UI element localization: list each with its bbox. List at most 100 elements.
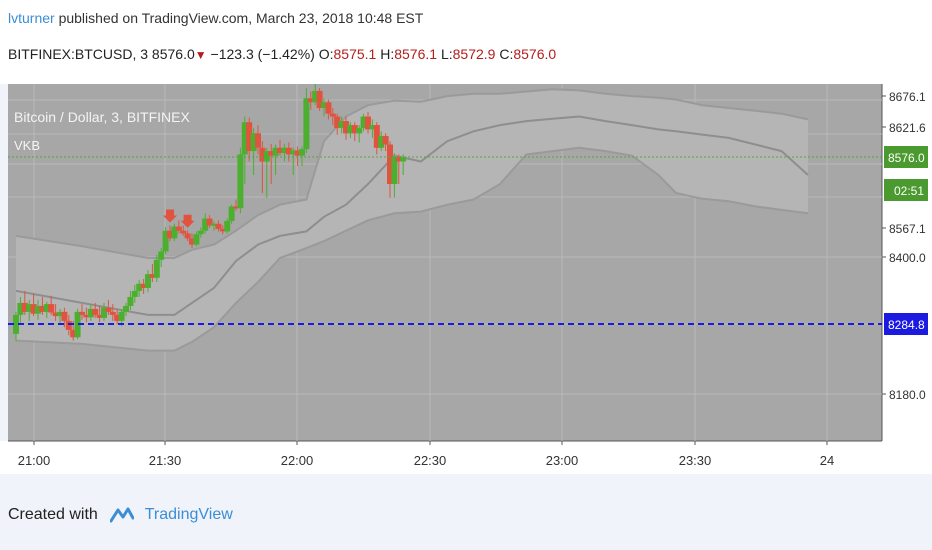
candle-body: [237, 154, 244, 209]
candle-body: [30, 304, 37, 314]
sell-arrow-icon: [180, 214, 195, 228]
time-axis: 21:00 21:30 22:00 22:30 23:00 23:30 24: [18, 441, 834, 468]
author-link[interactable]: lvturner: [8, 10, 55, 26]
candle-body: [294, 150, 301, 156]
candle-body: [118, 311, 125, 321]
candle-body: [303, 98, 310, 150]
price-axis: 8676.1 8621.6 8567.1 8400.0 8180.0 8576.0 02:5…: [882, 90, 928, 402]
price-tick-label: 8676.1: [889, 90, 926, 104]
candle-body: [167, 230, 173, 239]
candle-body: [39, 305, 46, 312]
candle-body: [351, 125, 358, 134]
candle-body: [114, 314, 121, 321]
candle-body: [312, 90, 319, 103]
candle-body: [347, 125, 354, 134]
candle-body: [255, 133, 261, 148]
vkb-bands: [15, 88, 809, 352]
hline-price-label: 8284.8: [888, 318, 925, 332]
candle-body: [153, 259, 160, 278]
tradingview-link[interactable]: TradingView: [144, 506, 233, 524]
candle-body: [193, 234, 200, 245]
time-tick-label: 23:30: [679, 453, 712, 468]
candle-body: [281, 147, 288, 154]
candle-body: [180, 230, 187, 234]
candle-body: [263, 151, 270, 162]
price-tick-label: 8621.6: [889, 121, 926, 135]
candle-body: [365, 116, 371, 130]
candles: [13, 84, 407, 341]
last-price-label-box: [884, 146, 928, 168]
candle-body: [127, 296, 134, 306]
open-label: O:: [318, 46, 334, 62]
candle-body: [123, 305, 129, 312]
candle-body: [13, 314, 19, 334]
candle-body: [61, 311, 68, 321]
candle-body: [378, 135, 385, 148]
candle-body: [250, 133, 257, 152]
candle-body: [395, 157, 402, 162]
candle-body: [369, 125, 376, 130]
time-tick-label: 21:30: [149, 453, 182, 468]
low-label: L:: [440, 46, 453, 62]
candle-body: [21, 302, 28, 312]
time-axis-panel: [0, 441, 932, 474]
candle-body: [105, 307, 112, 312]
candle-body: [241, 122, 248, 155]
published-text: published on TradingView.com, March 23, …: [58, 10, 424, 26]
created-with-text: Created with: [8, 506, 98, 524]
candle-body: [290, 150, 297, 155]
price-tick-label: 8567.1: [889, 222, 926, 236]
candle-body: [65, 320, 72, 330]
candle-body: [325, 102, 332, 114]
band-fill: [16, 89, 808, 351]
candle-body: [87, 308, 94, 318]
candle-body: [272, 147, 279, 156]
candle-body: [136, 283, 143, 291]
horizontal-lines: [8, 156, 882, 325]
candle-body: [285, 147, 292, 155]
price-tick-label: 8180.0: [889, 388, 926, 402]
candle-body: [162, 230, 169, 252]
candle-body: [131, 290, 138, 297]
candle-body: [343, 121, 349, 134]
candle-body: [202, 218, 209, 231]
candle-body: [206, 218, 213, 226]
candle-body: [316, 90, 323, 109]
open-value: 8575.1: [333, 46, 377, 62]
indicator-label: VKB: [14, 138, 40, 153]
candle-body: [35, 305, 41, 314]
symbol-label: BITFINEX:BTCUSD, 3: [8, 46, 149, 62]
candle-body: [215, 223, 222, 229]
candle-body: [391, 157, 398, 184]
candle-body: [299, 149, 305, 156]
time-tick-label: 23:00: [546, 453, 579, 468]
candle-body: [277, 147, 283, 154]
candle-body: [356, 128, 363, 134]
candle-body: [92, 308, 99, 315]
candlestick-chart[interactable]: Bitcoin / Dollar, 3, BITFINEX VKB 8676.1…: [0, 84, 932, 494]
candle-body: [228, 206, 235, 221]
countdown-label: 02:51: [894, 184, 924, 198]
candle-body: [233, 206, 239, 209]
time-tick-label: 24: [820, 453, 834, 468]
candle-body: [382, 135, 389, 145]
candle-body: [149, 274, 156, 278]
candle-body: [197, 230, 204, 235]
down-triangle-icon: ▼: [194, 48, 207, 62]
price-change: −123.3 (−1.42%): [210, 46, 315, 62]
close-value: 8576.0: [513, 46, 557, 62]
candle-body: [57, 311, 63, 317]
price-tick-label: 8400.0: [889, 251, 926, 265]
candle-body: [96, 314, 103, 318]
band-upper-line: [15, 88, 809, 259]
candle-body: [184, 233, 191, 239]
candle-body: [246, 122, 253, 152]
candle-body: [74, 311, 81, 338]
band-lower-line: [15, 146, 809, 352]
candle-body: [219, 228, 226, 232]
candle-body: [321, 102, 327, 109]
band-middle-line: [15, 115, 809, 316]
sell-signals: [163, 209, 195, 228]
candle-body: [211, 223, 217, 226]
candle-body: [268, 151, 275, 156]
